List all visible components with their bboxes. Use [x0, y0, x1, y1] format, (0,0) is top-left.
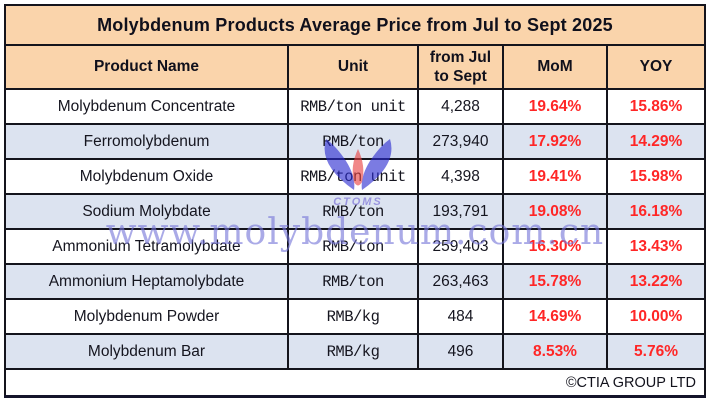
unit-cell: RMB/ton unit	[287, 158, 419, 195]
yoy-cell: 14.29%	[605, 123, 707, 160]
column-header-yoy: YOY	[605, 44, 707, 90]
price-cell: 496	[417, 333, 504, 370]
mom-cell: 14.69%	[502, 298, 608, 335]
yoy-cell: 10.00%	[605, 298, 707, 335]
product-name-cell: Ammonium Heptamolybdate	[4, 263, 289, 300]
product-name-cell: Molybdenum Bar	[4, 333, 289, 370]
table-row: Molybdenum Concentrate RMB/ton unit 4,28…	[4, 88, 707, 125]
table-footer-row: ©CTIA GROUP LTD	[3, 368, 707, 398]
yoy-cell: 15.86%	[605, 88, 707, 125]
mom-cell: 8.53%	[502, 333, 608, 370]
table-row: Ferromolybdenum RMB/ton 273,940 17.92% 1…	[4, 123, 707, 160]
table-title-row: Molybdenum Products Average Price from J…	[3, 4, 707, 46]
table-row: Molybdenum Bar RMB/kg 496 8.53% 5.76%	[4, 333, 707, 370]
unit-cell: RMB/kg	[287, 298, 419, 335]
price-cell: 273,940	[417, 123, 504, 160]
price-cell: 484	[417, 298, 504, 335]
product-name-cell: Molybdenum Concentrate	[4, 88, 289, 125]
column-header-product-name: Product Name	[4, 44, 289, 90]
unit-cell: RMB/kg	[287, 333, 419, 370]
column-header-mom: MoM	[502, 44, 608, 90]
price-table: Molybdenum Products Average Price from J…	[3, 4, 707, 398]
price-cell: 4,398	[417, 158, 504, 195]
unit-cell: RMB/ton	[287, 263, 419, 300]
table-title: Molybdenum Products Average Price from J…	[3, 4, 707, 46]
yoy-cell: 5.76%	[605, 333, 707, 370]
price-cell: 263,463	[417, 263, 504, 300]
product-name-cell: Ferromolybdenum	[4, 123, 289, 160]
product-name-cell: Molybdenum Powder	[4, 298, 289, 335]
yoy-cell: 15.98%	[605, 158, 707, 195]
unit-cell: RMB/ton	[287, 123, 419, 160]
mom-cell: 19.08%	[502, 193, 608, 230]
yoy-cell: 16.18%	[605, 193, 707, 230]
product-name-cell: Sodium Molybdate	[4, 193, 289, 230]
mom-cell: 15.78%	[502, 263, 608, 300]
mom-cell: 16.30%	[502, 228, 608, 265]
unit-cell: RMB/ton	[287, 228, 419, 265]
price-cell: 259,403	[417, 228, 504, 265]
table-row: Molybdenum Powder RMB/kg 484 14.69% 10.0…	[4, 298, 707, 335]
yoy-cell: 13.22%	[605, 263, 707, 300]
table-header-row: Product Name Unit from Jul to Sept MoM Y…	[4, 44, 707, 90]
column-header-from-jul-to-sept: from Jul to Sept	[417, 44, 504, 90]
mom-cell: 17.92%	[502, 123, 608, 160]
price-cell: 193,791	[417, 193, 504, 230]
yoy-cell: 13.43%	[605, 228, 707, 265]
table-row: Molybdenum Oxide RMB/ton unit 4,398 19.4…	[4, 158, 707, 195]
table-row: Ammonium Heptamolybdate RMB/ton 263,463 …	[4, 263, 707, 300]
mom-cell: 19.64%	[502, 88, 608, 125]
copyright-text: ©CTIA GROUP LTD	[3, 368, 707, 398]
price-cell: 4,288	[417, 88, 504, 125]
mom-cell: 19.41%	[502, 158, 608, 195]
unit-cell: RMB/ton	[287, 193, 419, 230]
unit-cell: RMB/ton unit	[287, 88, 419, 125]
table-row: Ammonium Tetramolybdate RMB/ton 259,403 …	[4, 228, 707, 265]
product-name-cell: Ammonium Tetramolybdate	[4, 228, 289, 265]
table-row: Sodium Molybdate RMB/ton 193,791 19.08% …	[4, 193, 707, 230]
product-name-cell: Molybdenum Oxide	[4, 158, 289, 195]
column-header-unit: Unit	[287, 44, 419, 90]
